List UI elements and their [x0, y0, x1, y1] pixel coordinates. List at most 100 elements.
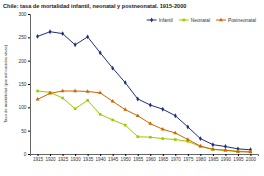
x-tick-label: 2000 [246, 157, 257, 162]
legend-item: Neonatal [179, 18, 210, 23]
series-marker [136, 135, 139, 138]
x-tick-mark [163, 154, 164, 156]
y-tick-label: 50 [21, 129, 27, 134]
x-tick-mark [213, 154, 214, 156]
y-tick-mark [28, 14, 30, 15]
x-tick-mark [175, 154, 176, 156]
title: Chile: tasa de mortalidad infantil, neon… [3, 3, 186, 9]
x-tick-mark [138, 154, 139, 156]
series-marker [174, 113, 177, 118]
series-marker [136, 113, 140, 116]
series-marker [148, 121, 152, 124]
x-tick: 1965 [158, 154, 169, 162]
y-tick-mark [28, 61, 30, 62]
y-tick-mark [28, 107, 30, 108]
y-tick: 250 [18, 35, 30, 40]
x-axis-line [31, 155, 259, 157]
series-marker [249, 150, 252, 153]
series-marker [149, 136, 152, 139]
x-tick: 1925 [58, 154, 69, 162]
x-tick-label: 1935 [83, 157, 94, 162]
marks [36, 29, 253, 153]
y-tick-mark [28, 154, 30, 155]
series-marker [124, 80, 127, 85]
series-marker [212, 148, 215, 151]
x-tick-label: 1915 [33, 157, 44, 162]
series-marker [198, 144, 202, 147]
x-tick: 1915 [33, 154, 44, 162]
series-marker [36, 97, 40, 100]
x-tick: 1940 [96, 154, 107, 162]
x-tick-label: 1960 [146, 157, 157, 162]
x-tick: 2000 [246, 154, 257, 162]
x-tick: 1920 [45, 154, 56, 162]
y-tick-label: 100 [18, 105, 26, 110]
series-marker [186, 137, 190, 140]
x-tick-label: 1950 [121, 157, 132, 162]
x-tick-label: 1955 [133, 157, 144, 162]
series-marker [73, 89, 77, 92]
series-marker [223, 148, 227, 151]
x-tick-mark [63, 154, 64, 156]
series-marker [161, 127, 165, 130]
x-tick-label: 1945 [108, 157, 119, 162]
series-line [38, 91, 251, 152]
x-tick: 1975 [183, 154, 194, 162]
x-tick-label: 1990 [221, 157, 232, 162]
x-tick-mark [100, 154, 101, 156]
x-tick: 1960 [146, 154, 157, 162]
y-tick-mark [28, 84, 30, 85]
x-tick-label: 1995 [233, 157, 244, 162]
x-tick: 1970 [171, 154, 182, 162]
series-marker [161, 137, 164, 140]
series-marker [48, 91, 52, 94]
x-tick-mark [88, 154, 89, 156]
x-tick-label: 1920 [45, 157, 56, 162]
x-tick-mark [50, 154, 51, 156]
plot: 1915192019251930193519401945195019551960… [18, 12, 258, 162]
y-tick-label: 150 [18, 82, 26, 87]
x-tick-mark [125, 154, 126, 156]
series-marker [86, 99, 89, 102]
x-tick-label: 1925 [58, 157, 69, 162]
y-axis-line [28, 15, 31, 155]
legend-item: Infantil [147, 18, 173, 23]
legend-label: Neonatal [191, 18, 210, 23]
x-tick-mark [200, 154, 201, 156]
x-tick-label: 1985 [208, 157, 219, 162]
x-tick: 1990 [221, 154, 232, 162]
y-axis-title: Tasa de mortalidad (por mil nacidos vivo… [3, 44, 8, 123]
series-marker [236, 149, 240, 152]
series-marker [111, 99, 115, 102]
legend-marker [182, 19, 185, 22]
x-tick: 1995 [233, 154, 244, 162]
series-marker [174, 138, 177, 141]
y-tick-label: 0 [24, 152, 27, 157]
series-marker [99, 113, 102, 116]
x-tick-mark [250, 154, 251, 156]
series-marker [237, 150, 240, 153]
legend-swatch [179, 20, 189, 21]
series-marker [99, 50, 102, 55]
x-tick-label: 1940 [96, 157, 107, 162]
series-marker [149, 103, 152, 108]
series-marker [61, 97, 64, 100]
y-tick-mark [28, 37, 30, 38]
y-tick: 300 [18, 12, 30, 17]
x-tick-mark [188, 154, 189, 156]
legend-label: Postneonatal [228, 18, 256, 23]
series-marker [74, 107, 77, 110]
x-axis: 1915192019251930193519401945195019551960… [31, 154, 259, 162]
x-tick-mark [150, 154, 151, 156]
y-tick: 150 [18, 82, 30, 87]
x-tick-mark [38, 154, 39, 156]
x-tick-label: 1980 [196, 157, 207, 162]
series-marker [199, 136, 202, 141]
x-tick: 1955 [133, 154, 144, 162]
x-tick-mark [113, 154, 114, 156]
y-tick: 50 [21, 129, 30, 134]
x-tick-label: 1970 [171, 157, 182, 162]
x-tick: 1985 [208, 154, 219, 162]
x-tick: 1935 [83, 154, 94, 162]
series-marker [86, 89, 90, 92]
